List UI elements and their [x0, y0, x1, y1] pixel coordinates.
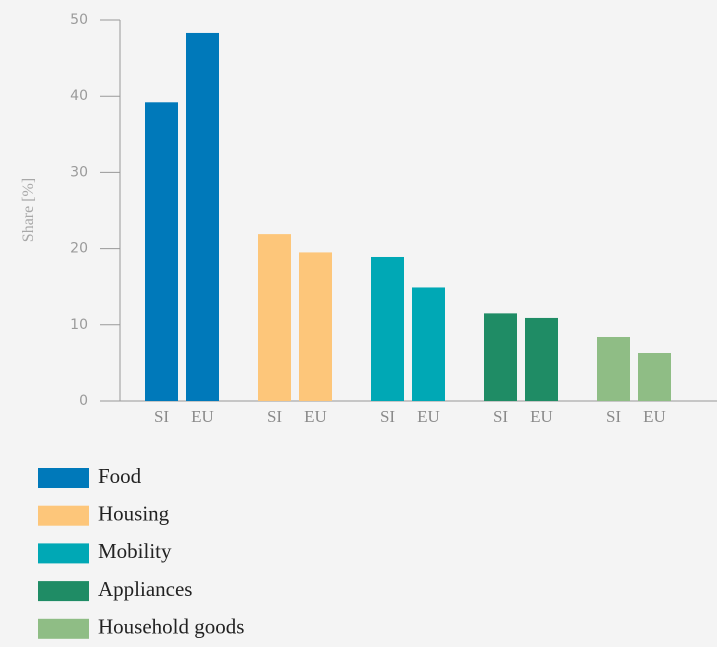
- legend-label: Household goods: [98, 615, 244, 639]
- y-tick-label: 40: [70, 88, 88, 104]
- x-tick-label: EU: [304, 407, 327, 426]
- x-tick-label: SI: [267, 407, 282, 426]
- y-tick-label: 20: [70, 241, 88, 257]
- legend-label: Mobility: [98, 539, 172, 563]
- y-tick-label: 0: [79, 393, 88, 409]
- legend-swatch: [38, 468, 89, 488]
- bar: [145, 102, 178, 402]
- y-tick-label: 10: [70, 317, 88, 333]
- x-tick-label: SI: [154, 407, 169, 426]
- bar: [371, 256, 404, 401]
- legend-swatch: [38, 581, 89, 602]
- y-tick-label: 50: [70, 12, 88, 28]
- x-tick-label: SI: [493, 407, 508, 426]
- legend-label: Housing: [98, 502, 170, 526]
- legend-swatch: [38, 505, 89, 526]
- x-tick-label: EU: [191, 407, 214, 426]
- legend-label: Appliances: [98, 577, 192, 601]
- x-tick-label: SI: [380, 407, 395, 426]
- legend-swatch: [38, 543, 89, 564]
- bar: [186, 32, 219, 401]
- y-axis-label: Share [%]: [20, 178, 37, 242]
- legend-swatch: [38, 618, 89, 639]
- x-tick-label: SI: [606, 407, 621, 426]
- bar: [638, 352, 671, 401]
- bar: [299, 252, 332, 401]
- bar: [412, 287, 445, 401]
- x-tick-label: EU: [417, 407, 440, 426]
- bar: [597, 336, 630, 401]
- legend-label: Food: [98, 464, 142, 488]
- x-tick-label: EU: [530, 407, 553, 426]
- bar: [484, 313, 517, 401]
- y-tick-label: 30: [70, 164, 88, 180]
- x-tick-label: EU: [643, 407, 666, 426]
- bar: [258, 234, 291, 401]
- bar: [525, 317, 558, 401]
